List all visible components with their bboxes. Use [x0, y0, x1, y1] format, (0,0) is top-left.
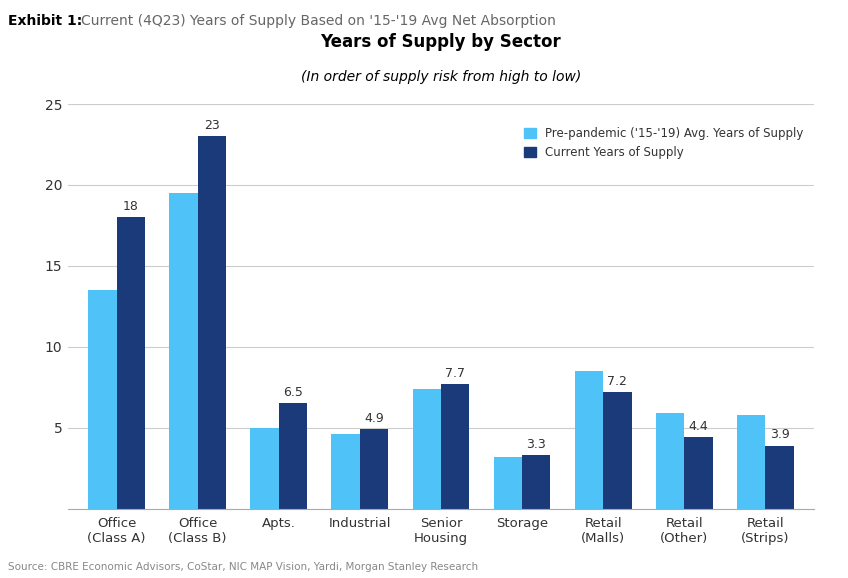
Bar [413, 389, 441, 509]
Bar [766, 446, 794, 509]
Text: 23: 23 [204, 120, 220, 132]
Bar [522, 455, 550, 509]
Bar [250, 428, 279, 509]
Bar [575, 371, 603, 509]
Bar [88, 290, 116, 509]
Text: 4.4: 4.4 [689, 420, 708, 434]
Text: 7.7: 7.7 [445, 367, 466, 380]
Text: Source: CBRE Economic Advisors, CoStar, NIC MAP Vision, Yardi, Morgan Stanley Re: Source: CBRE Economic Advisors, CoStar, … [8, 562, 478, 572]
Text: 3.3: 3.3 [527, 438, 546, 451]
Bar [170, 193, 198, 509]
Legend: Pre-pandemic ('15-'19) Avg. Years of Supply, Current Years of Supply: Pre-pandemic ('15-'19) Avg. Years of Sup… [519, 122, 808, 164]
Text: 7.2: 7.2 [607, 375, 628, 388]
Text: 6.5: 6.5 [283, 387, 303, 399]
Bar [656, 413, 684, 509]
Bar [198, 136, 226, 509]
Bar [684, 438, 712, 509]
Text: Years of Supply by Sector: Years of Supply by Sector [321, 34, 561, 51]
Text: Current (4Q23) Years of Supply Based on '15-'19 Avg Net Absorption: Current (4Q23) Years of Supply Based on … [81, 14, 555, 28]
Bar [441, 384, 469, 509]
Bar [116, 217, 145, 509]
Bar [494, 457, 522, 509]
Text: Exhibit 1:: Exhibit 1: [8, 14, 83, 28]
Bar [603, 392, 632, 509]
Text: (In order of supply risk from high to low): (In order of supply risk from high to lo… [301, 70, 581, 84]
Bar [279, 403, 307, 509]
Bar [332, 434, 360, 509]
Text: 3.9: 3.9 [770, 428, 789, 442]
Bar [360, 429, 388, 509]
Text: 18: 18 [123, 201, 138, 213]
Text: 4.9: 4.9 [364, 412, 384, 425]
Bar [737, 415, 766, 509]
